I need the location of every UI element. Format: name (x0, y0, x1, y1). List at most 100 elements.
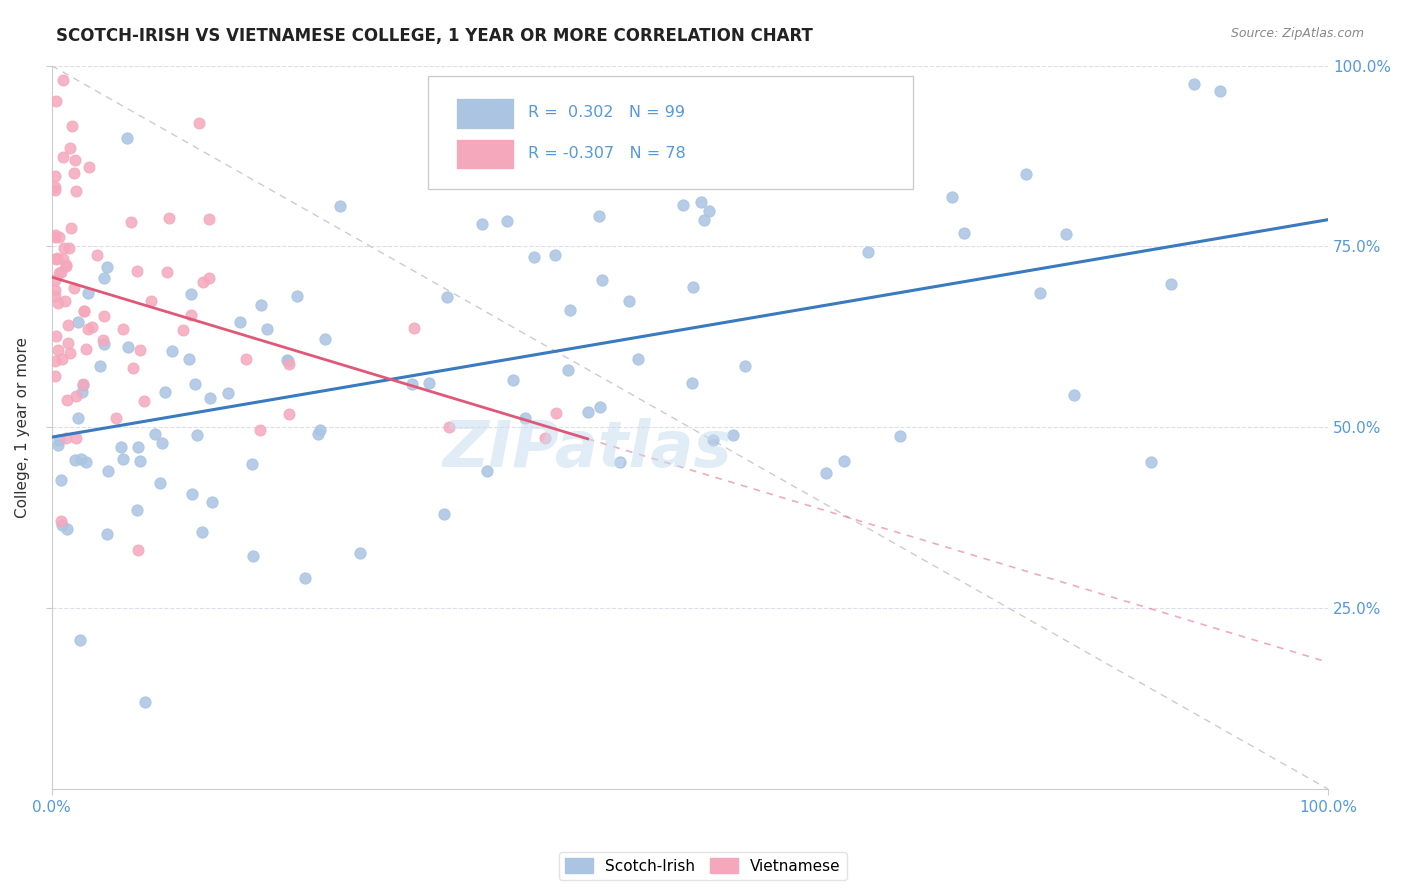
Point (242, 549, 264, 563)
Point (125, 502, 148, 516)
Point (44, 180, 66, 194)
Point (217, 385, 239, 400)
Point (314, 332, 336, 346)
Point (52, 73, 75, 87)
Point (560, 303, 582, 318)
Point (433, 507, 456, 521)
Point (952, 226, 974, 240)
Point (51, 352, 73, 367)
Point (401, 376, 423, 391)
Point (180, 308, 202, 322)
Point (184, 377, 207, 392)
Point (276, 353, 298, 368)
Point (44, 289, 66, 303)
Point (53, 293, 76, 308)
Point (46, 343, 69, 358)
Point (55, 259, 77, 273)
Point (697, 203, 720, 218)
Point (557, 362, 579, 376)
Point (93, 336, 115, 351)
Point (134, 393, 156, 408)
Point (49, 514, 72, 528)
Point (59, 345, 82, 359)
Point (249, 423, 271, 437)
Point (277, 408, 299, 422)
Point (112, 451, 135, 466)
Point (404, 321, 426, 335)
Point (122, 360, 145, 375)
Point (155, 384, 177, 399)
Point (235, 352, 257, 367)
Point (671, 197, 693, 211)
Point (191, 525, 214, 540)
Point (91, 334, 114, 348)
Point (588, 400, 610, 414)
Point (69, 633, 91, 648)
Bar (456, 138, 513, 169)
Point (200, 495, 222, 509)
Point (44, 283, 66, 297)
Text: SCOTCH-IRISH VS VIETNAMESE COLLEGE, 1 YEAR OR MORE CORRELATION CHART: SCOTCH-IRISH VS VIETNAMESE COLLEGE, 1 YE… (56, 27, 813, 45)
Point (111, 322, 134, 336)
Point (249, 298, 271, 312)
Point (141, 294, 163, 309)
Point (308, 423, 330, 437)
Point (702, 433, 724, 447)
Point (72, 376, 94, 391)
Point (72, 378, 94, 392)
Point (58, 241, 80, 255)
Point (46, 438, 69, 452)
Point (889, 429, 911, 443)
Point (186, 428, 208, 442)
Point (815, 466, 838, 480)
Point (89, 359, 111, 373)
Point (128, 343, 150, 357)
Point (55, 431, 77, 445)
Point (44, 169, 66, 183)
Point (198, 271, 221, 285)
Point (437, 419, 460, 434)
Point (240, 457, 263, 471)
Point (1139, 455, 1161, 469)
Point (73, 303, 96, 318)
Point (546, 405, 568, 419)
Point (576, 405, 599, 419)
Point (523, 250, 546, 264)
Point (44, 368, 66, 383)
Point (44, 230, 66, 244)
Point (48, 296, 70, 310)
Point (48, 230, 70, 244)
Point (1208, 84, 1230, 98)
Point (65, 389, 87, 403)
Point (588, 209, 610, 223)
Point (172, 323, 194, 337)
Point (46, 252, 69, 266)
Point (51, 265, 73, 279)
Point (55, 258, 77, 272)
Point (496, 214, 519, 228)
Point (181, 487, 204, 501)
Point (1160, 277, 1182, 292)
Bar (456, 98, 513, 128)
Point (1054, 227, 1077, 242)
Point (86, 248, 108, 262)
Text: R =  0.302   N = 99: R = 0.302 N = 99 (527, 105, 685, 120)
Point (96, 526, 118, 541)
FancyBboxPatch shape (429, 77, 914, 188)
Point (477, 464, 499, 478)
Point (66, 411, 89, 425)
Point (1063, 388, 1085, 402)
Point (721, 427, 744, 442)
Point (48, 267, 70, 281)
Point (79, 160, 101, 174)
Point (49, 473, 72, 487)
Point (129, 453, 152, 467)
Point (591, 273, 613, 287)
Point (56, 336, 79, 351)
Point (533, 431, 555, 445)
Point (52, 252, 75, 266)
Point (693, 213, 716, 227)
Point (110, 440, 132, 454)
Point (63, 453, 86, 467)
Point (294, 571, 316, 585)
